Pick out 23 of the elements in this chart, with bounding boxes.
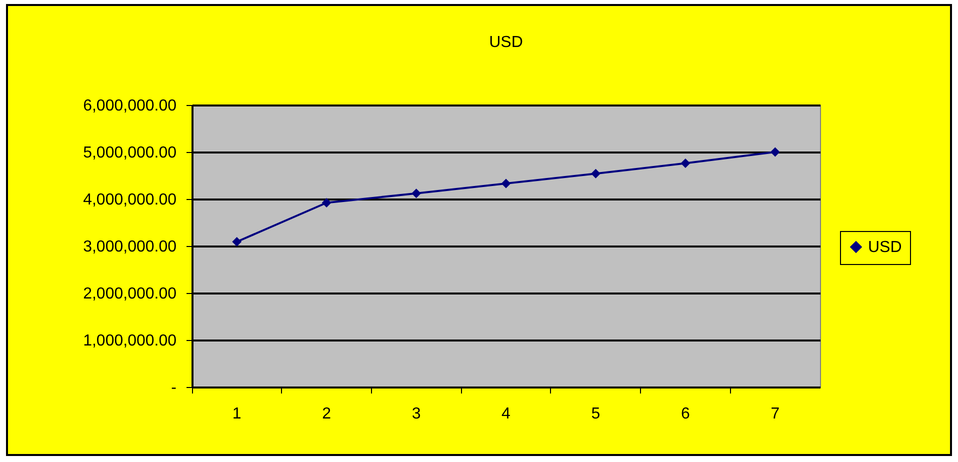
x-tick-label: 4 bbox=[502, 406, 511, 422]
y-tick-label: 5,000,000.00 bbox=[83, 144, 177, 162]
x-tick-label: 3 bbox=[412, 406, 421, 422]
point bbox=[232, 237, 242, 247]
x-tick-label: 1 bbox=[232, 406, 242, 422]
point bbox=[680, 158, 690, 168]
point bbox=[412, 188, 422, 198]
y-tick-label: - bbox=[171, 380, 176, 396]
chart-title: USD bbox=[489, 34, 523, 51]
x-tick-label: 6 bbox=[680, 406, 690, 422]
legend-label: USD bbox=[868, 239, 902, 256]
y-tick-label: 4,000,000.00 bbox=[83, 192, 177, 208]
y-tick-label: 2,000,000.00 bbox=[83, 286, 177, 302]
point bbox=[590, 168, 600, 178]
point bbox=[322, 198, 332, 208]
y-tick-label: 1,000,000.00 bbox=[83, 332, 177, 350]
y-tick-label: 3,000,000.00 bbox=[83, 238, 177, 256]
x-tick-label: 7 bbox=[770, 406, 780, 422]
y-tick-label: 6,000,000.00 bbox=[83, 98, 177, 114]
x-tick-label: 2 bbox=[322, 406, 332, 422]
x-tick-label: 5 bbox=[591, 406, 600, 422]
point bbox=[770, 147, 780, 157]
point bbox=[501, 178, 511, 188]
